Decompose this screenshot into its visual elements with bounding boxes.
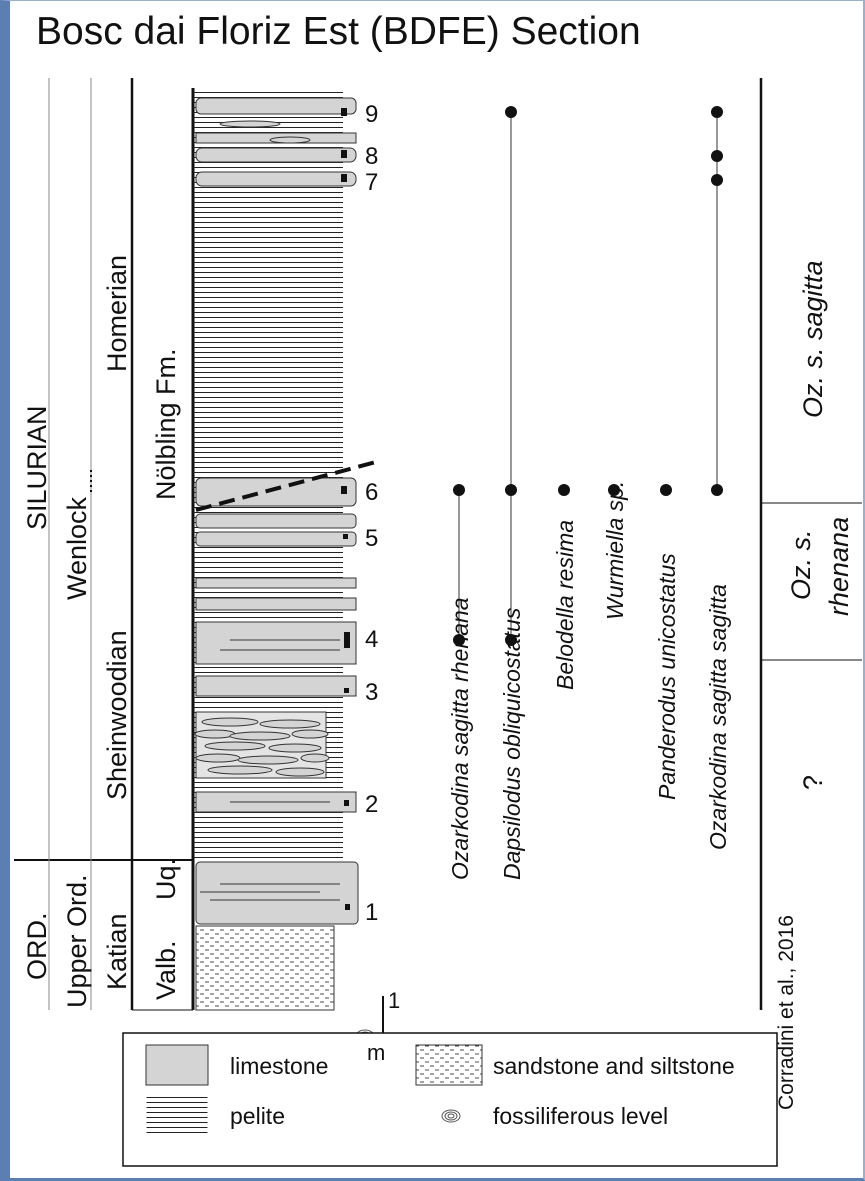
limestone-bedding-lines — [200, 639, 340, 901]
legend-sandstone-label: sandstone and siltstone — [493, 1053, 735, 1079]
sample-number: 6 — [365, 479, 378, 506]
zone-label-unknown: ? — [798, 775, 828, 790]
zone-label-rhenana: Oz. s. — [786, 529, 816, 600]
label-sheinwoodian: Sheinwoodian — [102, 630, 132, 800]
taxon-label: Ozarkodina sagitta rhenana — [447, 597, 473, 880]
taxon-label: Wurmiella sp. — [602, 481, 628, 620]
label-ord: ORD. — [22, 913, 52, 981]
sample-number: 9 — [365, 101, 378, 128]
taxon-label: Panderodus unicostatus — [654, 553, 680, 800]
label-nolbling-fm: Nölbling Fm. — [151, 348, 181, 500]
limestone-beds — [195, 97, 359, 925]
taxon-label: Dapsilodus obliquicostatus — [499, 607, 525, 880]
sample-number: 3 — [365, 679, 378, 706]
taxon-label: Ozarkodina sagitta sagitta — [705, 584, 731, 850]
nodular-limestone — [194, 120, 330, 779]
label-wenlock: Wenlock — [62, 496, 92, 600]
section-title: Bosc dai Floriz Est (BDFE) Section — [36, 10, 641, 53]
legend-pelite-swatch — [145, 1094, 209, 1136]
sample-number: 5 — [365, 525, 378, 552]
sample-number: 1 — [365, 899, 378, 926]
scale-value: 1 — [388, 988, 400, 1013]
label-uq: Uq. — [151, 858, 181, 900]
sandstone-column — [195, 925, 335, 1011]
zone-label-rhenana-line2: rhenana — [824, 517, 854, 616]
sample-number: 8 — [365, 143, 378, 170]
legend-fossiliferous-label: fossiliferous level — [493, 1103, 668, 1129]
legend-sandstone-swatch — [415, 1044, 483, 1086]
taxon-label: Belodella resima — [552, 520, 578, 690]
zone-label-sagitta: Oz. s. sagitta — [798, 260, 828, 418]
legend-limestone-swatch — [145, 1044, 209, 1086]
label-upper-ord: Upper Ord. — [62, 874, 92, 1008]
sample-number: 2 — [365, 791, 378, 818]
legend-limestone-label: limestone — [230, 1053, 328, 1079]
credit-label: Corradini et al., 2016 — [775, 915, 798, 1110]
unconformity-dashed-line — [195, 460, 377, 512]
label-silurian: SILURIAN — [22, 405, 52, 530]
label-valb: Valb. — [151, 940, 181, 1000]
label-homerian: Homerian — [102, 255, 132, 372]
sample-number: 7 — [365, 169, 378, 196]
legend-pelite-label: pelite — [230, 1103, 285, 1129]
sample-number: 4 — [365, 626, 378, 653]
sample-markers — [341, 108, 350, 910]
legend-fossil-icon — [441, 1109, 461, 1123]
label-katian: Katian — [102, 913, 132, 990]
occurrence-dots — [453, 106, 723, 646]
scale-unit: m — [367, 1040, 385, 1065]
